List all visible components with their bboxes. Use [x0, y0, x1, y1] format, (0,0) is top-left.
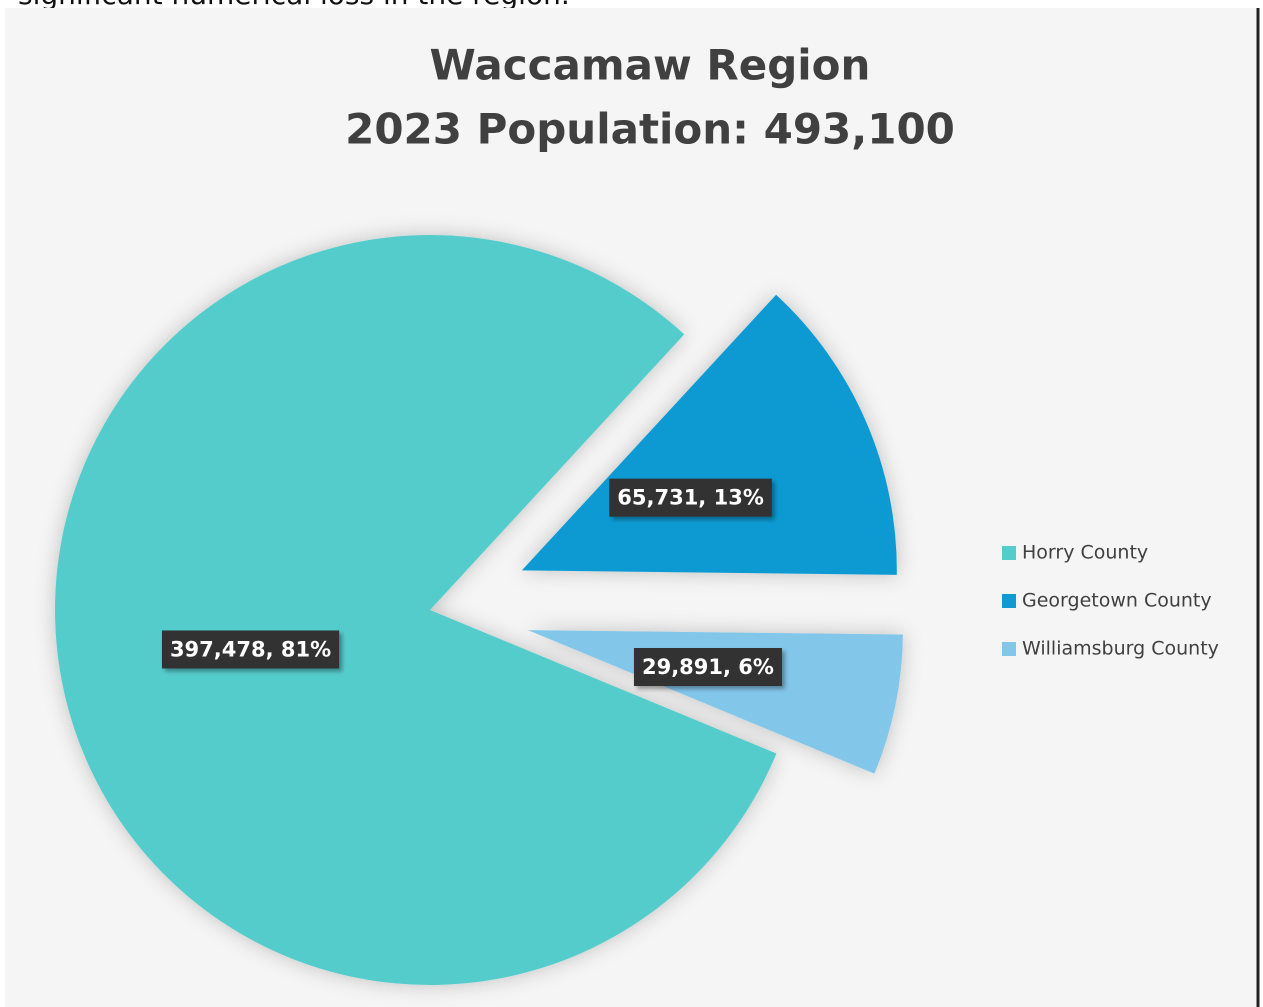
- legend-swatch: [1002, 594, 1016, 608]
- data-labels: 397,478, 81% 65,731, 13% 29,891, 6%: [161, 478, 782, 687]
- data-label-text: 397,478, 81%: [170, 637, 331, 661]
- legend-label: Georgetown County: [1022, 590, 1212, 612]
- legend-label: Horry County: [1022, 542, 1148, 564]
- chart-title: Waccamaw Region: [430, 41, 871, 90]
- legend-swatch: [1002, 546, 1016, 560]
- pie-slice: [54, 234, 777, 986]
- legend-swatch: [1002, 642, 1016, 656]
- data-label-box: [633, 648, 782, 687]
- legend: Horry County Georgetown County Williamsbur…: [1002, 542, 1219, 660]
- data-label: 65,731, 13%: [609, 478, 772, 517]
- context-text: significant numerical loss in the region…: [18, 0, 570, 11]
- data-label-text: 29,891, 6%: [642, 655, 774, 679]
- chart-title: 2023 Population: 493,100: [345, 105, 955, 154]
- pie-slice: [527, 630, 903, 774]
- legend-label: Williamsburg County: [1022, 638, 1219, 660]
- data-label-box: [609, 478, 772, 517]
- data-label-box: [161, 630, 340, 669]
- data-label: 29,891, 6%: [633, 648, 782, 687]
- data-label-text: 65,731, 13%: [617, 486, 764, 510]
- data-label: 397,478, 81%: [161, 630, 340, 669]
